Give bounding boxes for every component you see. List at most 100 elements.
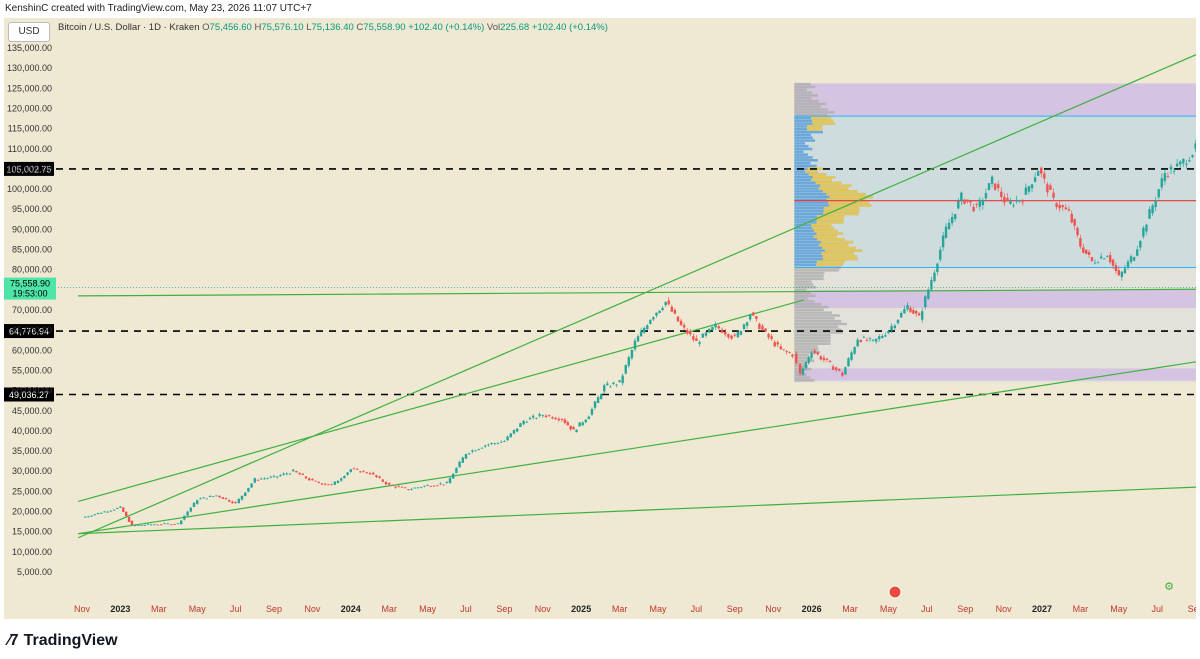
candle-body <box>627 357 631 366</box>
currency-selector[interactable]: USD <box>8 22 50 42</box>
candle-body <box>1163 173 1167 182</box>
profile-bar <box>794 297 809 300</box>
candle-body <box>862 336 866 338</box>
candle-body <box>202 497 205 499</box>
candle-body <box>153 524 156 526</box>
profile-bar <box>794 82 811 86</box>
candle-body <box>745 322 749 326</box>
candle-body <box>192 502 196 507</box>
candle-body <box>93 514 96 516</box>
candle-body <box>455 467 458 474</box>
profile-bar-up <box>829 195 873 199</box>
candle-body <box>717 326 720 329</box>
candle-body <box>333 481 336 485</box>
profile-bar <box>794 144 809 148</box>
candle-body <box>1172 170 1176 172</box>
profile-bar <box>794 311 832 314</box>
y-tick-11: 60,000.00 <box>12 345 52 355</box>
profile-bar <box>794 350 820 354</box>
candle-body <box>1067 209 1071 211</box>
chart-svg[interactable]: 126198.1118098.997114.680546.152800.0105… <box>4 18 1196 619</box>
candle-body <box>109 510 112 512</box>
candle-body <box>1154 200 1157 208</box>
profile-bar <box>794 325 839 329</box>
x-tick-28: Jul <box>1151 604 1163 614</box>
candle-body <box>365 472 368 474</box>
x-tick-3: May <box>189 604 207 614</box>
profile-bar-up <box>811 119 834 123</box>
y-tick-6: 35,000.00 <box>12 446 52 456</box>
candle-body <box>1139 240 1142 248</box>
candle-body <box>279 475 282 477</box>
candle-body <box>474 450 477 452</box>
profile-bar <box>794 85 816 89</box>
profile-bar <box>794 342 831 345</box>
candle-body <box>596 397 600 404</box>
candle-body <box>166 523 170 525</box>
candle-body <box>758 323 761 329</box>
candle-body <box>844 367 847 375</box>
event-flag-icon[interactable] <box>888 585 902 599</box>
x-tick-4: Jul <box>230 604 242 614</box>
candle-body <box>269 476 272 478</box>
candle-body <box>493 443 496 444</box>
candle-body <box>272 475 276 477</box>
candle-body <box>739 331 743 335</box>
y-tick-10: 55,000.00 <box>12 365 52 375</box>
candle-body <box>698 342 701 344</box>
profile-bar-up <box>822 246 856 250</box>
export-header: KenshinC created with TradingView.com, M… <box>5 3 312 14</box>
chart-settings-icon: ⚙ <box>1164 580 1174 593</box>
profile-bar <box>794 348 819 351</box>
candle-body <box>903 308 906 314</box>
profile-bar-up <box>806 125 823 128</box>
candle-body <box>84 516 87 518</box>
trendline-1 <box>78 361 1196 535</box>
candle-body <box>606 383 609 386</box>
x-tick-8: Mar <box>381 604 397 614</box>
profile-bar <box>794 274 824 278</box>
candle-body <box>324 483 327 485</box>
candle-body <box>301 473 304 475</box>
chart-area[interactable]: 126198.1118098.997114.680546.152800.0105… <box>4 18 1196 619</box>
candle-body <box>649 319 652 324</box>
candle-body <box>429 486 432 487</box>
candle-body <box>969 200 972 203</box>
candle-body <box>881 335 884 338</box>
candle-body <box>609 386 612 388</box>
candle-body <box>1096 262 1100 264</box>
candle-body <box>224 497 228 500</box>
candle-body <box>966 199 969 202</box>
trendline-4 <box>78 486 1196 535</box>
candle-body <box>782 349 785 351</box>
profile-bar-up <box>818 187 849 190</box>
candle-body <box>298 472 301 475</box>
candle-body <box>1120 271 1124 278</box>
candle-body <box>941 235 945 248</box>
candle-body <box>890 326 893 331</box>
profile-bar-up <box>807 128 823 131</box>
candle-body <box>330 484 333 486</box>
candle-body <box>816 352 819 355</box>
candle-body <box>779 346 783 350</box>
profile-bar-up <box>826 192 866 196</box>
x-tick-11: Sep <box>496 604 512 614</box>
candle-body <box>471 450 474 452</box>
candle-body <box>877 336 881 340</box>
profile-bar <box>794 269 840 272</box>
legend-low: 75,136.40 <box>311 22 354 33</box>
candle-body <box>773 342 776 347</box>
candle-body <box>770 336 773 339</box>
candle-body <box>1175 163 1179 167</box>
legend-change-2: +102.40 (+0.14%) <box>531 22 608 33</box>
candle-body <box>1117 270 1120 276</box>
y-tick-9: 50,000.00 <box>12 386 52 396</box>
profile-bar <box>794 136 813 139</box>
candle-body <box>212 496 215 497</box>
candle-body <box>240 495 244 500</box>
candle-body <box>887 331 890 334</box>
candle-body <box>538 414 541 416</box>
candle-body <box>1018 200 1021 202</box>
candle-body <box>720 329 724 333</box>
profile-lower-zone <box>794 368 1196 381</box>
